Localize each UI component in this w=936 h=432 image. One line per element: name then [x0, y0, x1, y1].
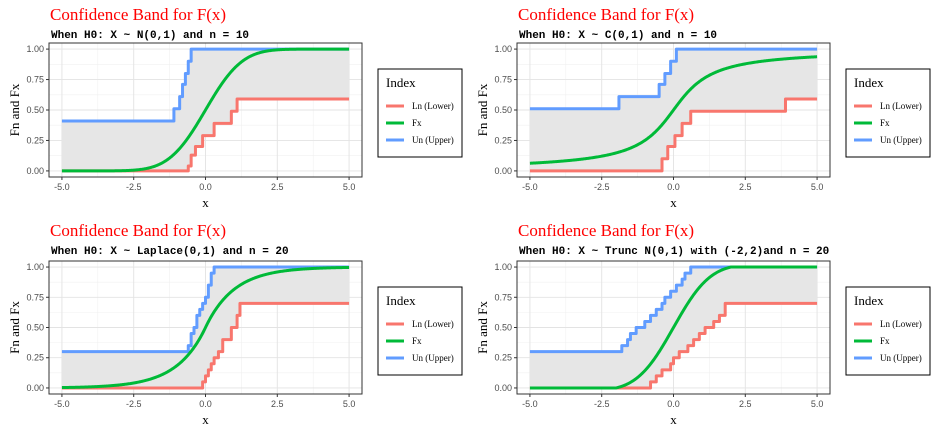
chart-panel-2: Confidence Band for F(x) When H0: X ~ C(0…	[475, 5, 931, 210]
y-axis-title: Fn and Fx	[7, 83, 22, 136]
y-tick-label: 0.00	[26, 166, 44, 176]
legend-label: Fx	[880, 336, 890, 346]
chart-title: Confidence Band for F(x)	[50, 221, 226, 240]
x-tick-label: -5.0	[522, 399, 538, 409]
x-tick-label: 5.0	[811, 182, 824, 192]
y-tick-label: 0.00	[494, 166, 512, 176]
chart-subtitle: When H0: X ~ C(0,1) and n = 10	[519, 30, 717, 42]
legend-title: Index	[386, 293, 416, 308]
legend: Index Ln (Lower) Fx Un (Upper)	[377, 68, 463, 158]
x-tick-label: 5.0	[343, 182, 356, 192]
x-tick-label: -2.5	[126, 182, 142, 192]
y-axis-title: Fn and Fx	[475, 301, 490, 354]
x-tick-label: -5.0	[54, 182, 70, 192]
chart-title: Confidence Band for F(x)	[518, 221, 694, 240]
y-tick-label: 0.50	[494, 323, 512, 333]
series-line-upper	[61, 265, 350, 354]
legend-label: Fx	[412, 336, 422, 346]
x-tick-label: 0.0	[199, 399, 212, 409]
y-tick-label: 0.00	[26, 383, 44, 393]
x-tick-label: -2.5	[594, 182, 610, 192]
legend-box	[377, 286, 463, 376]
legend-box	[845, 286, 931, 376]
series-line-fx	[61, 47, 350, 173]
x-tick-label: 2.5	[271, 182, 284, 192]
chart-panel-4: Confidence Band for F(x) When H0: X ~ Tru…	[475, 221, 931, 427]
series-line-lower	[529, 97, 818, 173]
series-line-upper	[61, 47, 350, 123]
x-tick-label: 2.5	[739, 399, 752, 409]
legend-title: Index	[386, 75, 416, 90]
y-tick-label: 0.75	[494, 75, 512, 85]
series-line-lower	[61, 97, 350, 173]
y-tick-label: 0.50	[26, 323, 44, 333]
y-tick-label: 0.75	[26, 75, 44, 85]
legend-box	[845, 68, 931, 158]
chart-subtitle: When H0: X ~ N(0,1) and n = 10	[51, 30, 249, 42]
legend-label: Un (Upper)	[412, 135, 454, 145]
y-axis-title: Fn and Fx	[475, 83, 490, 136]
x-tick-label: -2.5	[594, 399, 610, 409]
legend-label: Fx	[412, 118, 422, 128]
y-tick-label: 0.25	[494, 353, 512, 363]
x-tick-label: 0.0	[667, 399, 680, 409]
chart-panel-1: Confidence Band for F(x) When H0: X ~ N(0…	[7, 5, 463, 210]
x-tick-label: -2.5	[126, 399, 142, 409]
chart-subtitle: When H0: X ~ Laplace(0,1) and n = 20	[51, 246, 289, 258]
y-tick-label: 1.00	[26, 262, 44, 272]
x-axis-title: x	[202, 195, 209, 210]
x-tick-label: 0.0	[199, 182, 212, 192]
series-line-upper	[529, 47, 818, 111]
legend-title: Index	[854, 293, 884, 308]
y-tick-label: 1.00	[494, 262, 512, 272]
y-tick-label: 0.25	[494, 135, 512, 145]
legend-box	[377, 68, 463, 158]
chart-title: Confidence Band for F(x)	[518, 5, 694, 24]
y-tick-label: 0.00	[494, 383, 512, 393]
x-tick-label: 0.0	[667, 182, 680, 192]
y-tick-label: 0.75	[494, 292, 512, 302]
y-tick-label: 1.00	[26, 44, 44, 54]
x-tick-label: 2.5	[271, 399, 284, 409]
x-tick-label: 5.0	[343, 399, 356, 409]
legend-label: Ln (Lower)	[412, 319, 454, 329]
chart-subtitle: When H0: X ~ Trunc N(0,1) with (-2,2)and…	[519, 246, 829, 258]
x-axis-title: x	[670, 412, 677, 427]
x-tick-label: -5.0	[54, 399, 70, 409]
x-tick-label: 5.0	[811, 399, 824, 409]
x-axis-title: x	[670, 195, 677, 210]
legend-label: Un (Upper)	[880, 135, 922, 145]
legend: Index Ln (Lower) Fx Un (Upper)	[845, 68, 931, 158]
series-line-lower	[61, 301, 350, 390]
chart-title: Confidence Band for F(x)	[50, 5, 226, 24]
legend: Index Ln (Lower) Fx Un (Upper)	[845, 286, 931, 376]
series-line-fx	[529, 265, 818, 390]
legend-label: Ln (Lower)	[412, 101, 454, 111]
series-line-lower	[529, 301, 818, 390]
legend-label: Un (Upper)	[412, 353, 454, 363]
series-line-upper	[529, 265, 818, 354]
x-axis-title: x	[202, 412, 209, 427]
x-tick-label: 2.5	[739, 182, 752, 192]
legend-title: Index	[854, 75, 884, 90]
y-tick-label: 0.50	[494, 105, 512, 115]
y-axis-title: Fn and Fx	[7, 301, 22, 354]
legend: Index Ln (Lower) Fx Un (Upper)	[377, 286, 463, 376]
y-tick-label: 1.00	[494, 44, 512, 54]
y-tick-label: 0.25	[26, 353, 44, 363]
series-line-fx	[61, 265, 350, 390]
legend-label: Un (Upper)	[880, 353, 922, 363]
series-line-fx	[529, 55, 818, 165]
x-tick-label: -5.0	[522, 182, 538, 192]
y-tick-label: 0.75	[26, 292, 44, 302]
legend-label: Ln (Lower)	[880, 319, 922, 329]
y-tick-label: 0.50	[26, 105, 44, 115]
legend-label: Fx	[880, 118, 890, 128]
chart-panel-3: Confidence Band for F(x) When H0: X ~ Lap…	[7, 221, 463, 427]
legend-label: Ln (Lower)	[880, 101, 922, 111]
y-tick-label: 0.25	[26, 135, 44, 145]
